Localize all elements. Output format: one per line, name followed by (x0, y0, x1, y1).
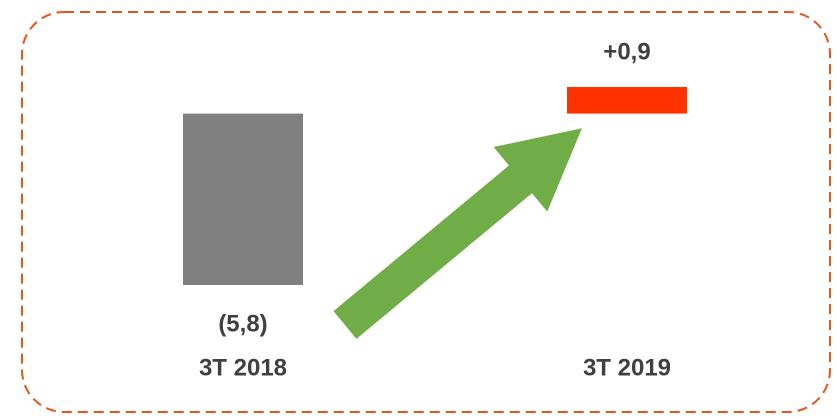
frame (21, 11, 831, 413)
value-label: +0,9 (603, 38, 650, 65)
category-label: 3T 2019 (583, 354, 671, 381)
trend-arrow (333, 128, 582, 339)
bar (183, 113, 303, 285)
value-label: (5,8) (218, 310, 267, 337)
bar (567, 87, 687, 114)
category-label: 3T 2018 (199, 354, 287, 381)
